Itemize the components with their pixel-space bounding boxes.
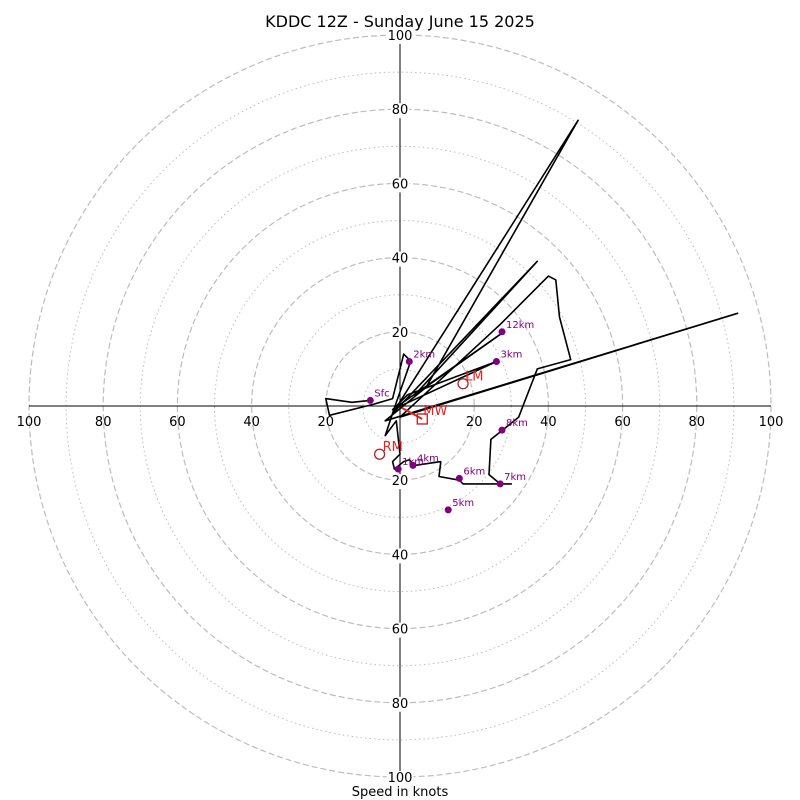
chart-title: KDDC 12Z - Sunday June 15 2025: [265, 12, 535, 31]
y-tick-label: 80: [392, 103, 409, 118]
height-markers: Sfc 2km 3km 4km 5km 6km 7km 8km 12km 1km: [366, 320, 534, 514]
x-tick-label: 80: [95, 415, 112, 430]
y-tick-label: 20: [392, 474, 409, 489]
height-marker-point: [498, 426, 506, 434]
height-marker-label: 3km: [500, 349, 522, 360]
y-tick-label-bg: [390, 177, 410, 193]
y-tick-label: 40: [392, 252, 409, 267]
x-tick-label: 60: [169, 415, 186, 430]
lm-label: LM: [465, 370, 483, 385]
height-marker-label: 2km: [413, 349, 435, 360]
y-tick-label: 60: [392, 623, 409, 638]
height-marker-label: Sfc: [374, 388, 389, 399]
height-marker-label: 7km: [504, 472, 526, 483]
height-marker-point: [394, 465, 402, 473]
mw-marker: [416, 413, 428, 425]
mw-label: MW: [423, 404, 447, 419]
height-marker-point: [496, 480, 504, 488]
y-tick-label-bg: [390, 325, 410, 341]
y-tick-label-bg: [390, 103, 410, 119]
height-marker-label: 6km: [463, 466, 485, 477]
height-marker-label: 8km: [506, 418, 528, 429]
y-tick-label: 60: [392, 177, 409, 192]
height-marker-label: 4km: [417, 453, 439, 464]
y-tick-label: 100: [388, 771, 413, 786]
x-axis-label: Speed in knots: [352, 785, 449, 800]
x-tick-label: 80: [689, 415, 706, 430]
x-tick-label: 40: [540, 415, 557, 430]
y-tick-label-bg: [386, 771, 414, 786]
y-tick-label-bg: [390, 622, 410, 638]
y-tick-label-bg: [390, 548, 410, 564]
x-tick-label: 100: [759, 415, 784, 430]
rm-label: RM: [383, 440, 403, 455]
height-marker-label: 12km: [506, 320, 534, 331]
tick-labels: 100 80 60 40 20 20 40 60 80 100 100 80 60 40 20 20 40 60 8…: [17, 29, 784, 786]
y-tick-label-bg: [390, 251, 410, 267]
hodograph-line: [324, 119, 739, 485]
y-tick-label-bg: [390, 474, 410, 490]
height-marker-label: 1km: [402, 457, 424, 468]
y-tick-label: 40: [392, 548, 409, 563]
y-tick-label: 100: [388, 29, 413, 44]
y-tick-label-bg: [390, 696, 410, 712]
x-tick-label: 20: [466, 415, 483, 430]
x-tick-label: 40: [243, 415, 260, 430]
x-tick-label: 20: [318, 415, 335, 430]
storm-motion: LM RM MW: [373, 370, 484, 460]
height-marker-point: [444, 506, 452, 514]
x-tick-label: 100: [17, 415, 42, 430]
y-tick-label: 80: [392, 697, 409, 712]
height-marker-point: [492, 357, 500, 365]
height-marker-point: [498, 328, 506, 336]
height-marker-label: 5km: [452, 498, 474, 509]
rm-marker: [373, 448, 386, 460]
y-tick-label-bg: [386, 29, 414, 44]
lm-marker: [457, 378, 469, 390]
height-marker-point: [405, 357, 413, 365]
x-tick-label: 60: [614, 415, 631, 430]
height-marker-point: [455, 474, 463, 482]
height-marker-point: [366, 396, 374, 404]
y-tick-label: 20: [392, 326, 409, 341]
mean-wind-shear-line: [401, 406, 423, 420]
height-marker-point: [409, 461, 417, 469]
hodograph-trace: [324, 119, 739, 485]
